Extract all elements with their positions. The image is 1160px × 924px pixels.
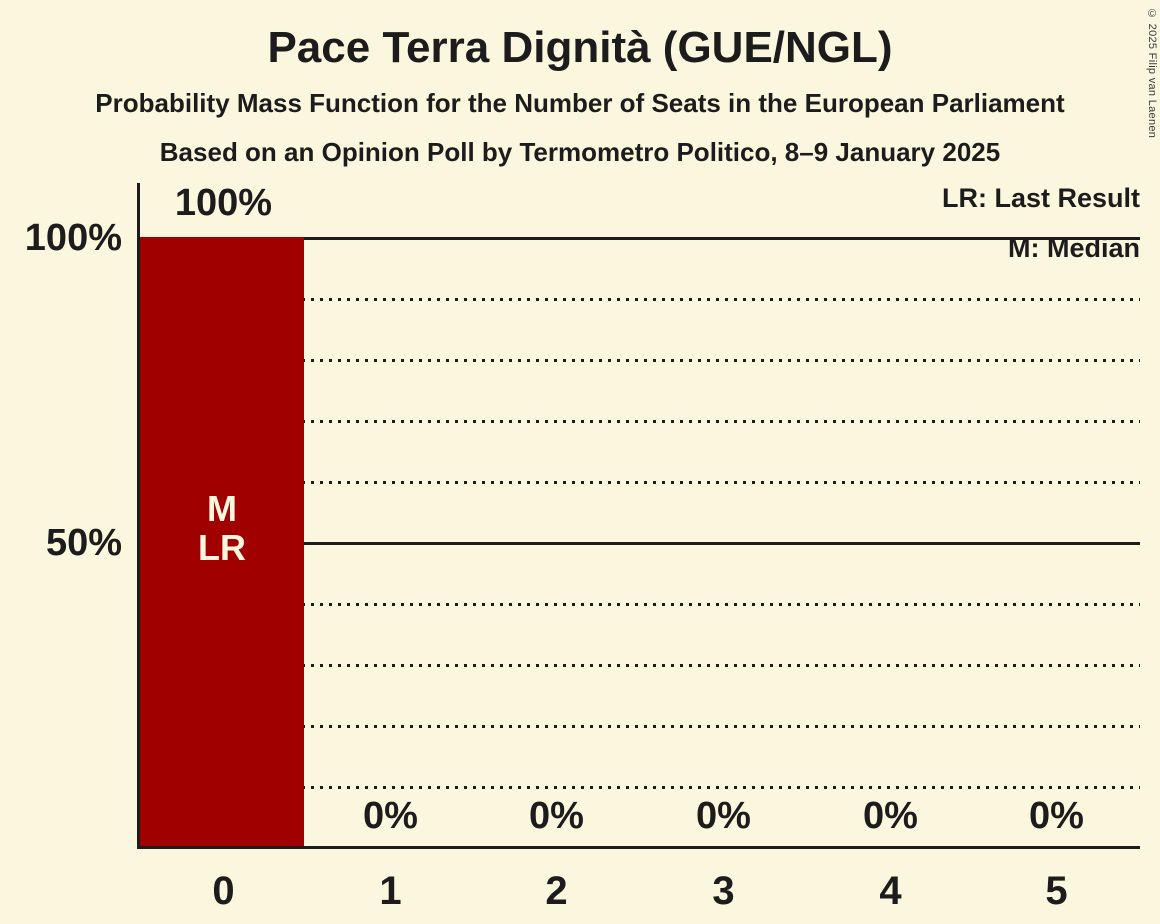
y-axis-label-100: 100%	[24, 217, 122, 259]
chart-title: Pace Terra Dignità (GUE/NGL)	[267, 23, 893, 72]
value-label-seats-4: 0%	[863, 795, 918, 837]
gridline-10	[140, 786, 1140, 789]
chart-poll-source: Based on an Opinion Poll by Termometro P…	[159, 137, 1001, 167]
gridline-90	[140, 298, 1140, 301]
gridline-30	[140, 664, 1140, 667]
x-axis-label-5: 5	[1045, 869, 1068, 913]
x-axis-label-4: 4	[879, 869, 902, 913]
x-axis-line	[137, 846, 1140, 849]
value-label-seats-1: 0%	[363, 795, 418, 837]
x-axis-label-0: 0	[212, 869, 235, 913]
y-axis-label-50: 50%	[45, 522, 122, 564]
last-result-marker-label: LR	[198, 527, 246, 568]
x-axis-label-2: 2	[545, 869, 568, 913]
median-marker-label: M	[207, 488, 237, 529]
chart-subtitle: Probability Mass Function for the Number…	[95, 88, 1065, 118]
copyright-notice: © 2025 Filip van Laenen	[1146, 8, 1158, 139]
value-label-seats-5: 0%	[1029, 795, 1084, 837]
gridline-70	[140, 420, 1140, 423]
gridline-20	[140, 725, 1140, 728]
value-label-seats-3: 0%	[696, 795, 751, 837]
value-label-seats-0: 100%	[174, 182, 273, 224]
bar-seats-0	[140, 237, 304, 846]
value-label-seats-2: 0%	[529, 795, 584, 837]
gridline-60	[140, 481, 1140, 484]
x-axis-label-1: 1	[379, 869, 402, 913]
legend-last-result: LR: Last Result	[941, 183, 1140, 213]
gridline-80	[140, 359, 1140, 362]
gridline-40	[140, 603, 1140, 606]
y-axis-line	[137, 183, 140, 849]
x-axis-label-3: 3	[712, 869, 735, 913]
gridline-100	[140, 237, 1140, 240]
bar-annotation-median-lastresult: M LR	[140, 489, 304, 567]
gridline-50	[140, 542, 1140, 545]
